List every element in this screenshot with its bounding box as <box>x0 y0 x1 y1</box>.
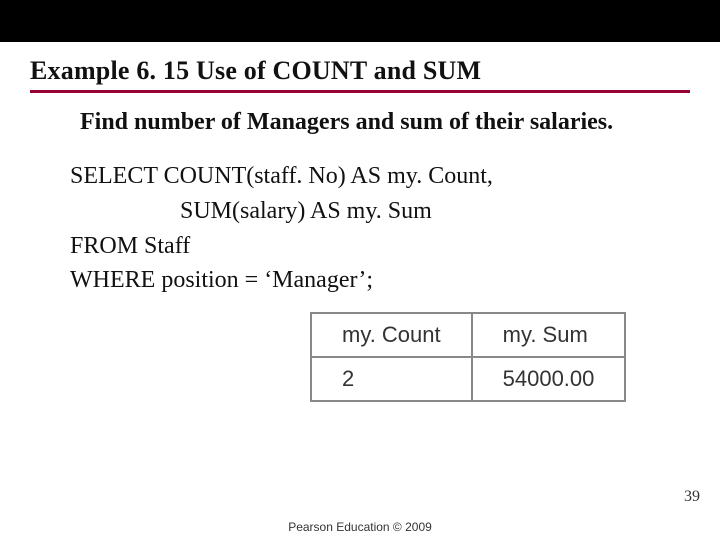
result-table: my. Count my. Sum 2 54000.00 <box>310 312 626 402</box>
sql-line-4: WHERE position = ‘Manager’; <box>70 263 720 298</box>
sql-query-block: SELECT COUNT(staff. No) AS my. Count, SU… <box>70 159 720 298</box>
page-number: 39 <box>684 488 700 506</box>
top-black-bar <box>0 0 720 42</box>
cell-count: 2 <box>311 357 472 401</box>
sql-line-1: SELECT COUNT(staff. No) AS my. Count, <box>70 159 720 194</box>
slide-heading: Example 6. 15 Use of COUNT and SUM <box>30 56 690 86</box>
table-row: 2 54000.00 <box>311 357 625 401</box>
footer-copyright: Pearson Education © 2009 <box>0 520 720 534</box>
col-header-sum: my. Sum <box>472 313 626 357</box>
table-header-row: my. Count my. Sum <box>311 313 625 357</box>
cell-sum: 54000.00 <box>472 357 626 401</box>
heading-wrap: Example 6. 15 Use of COUNT and SUM <box>0 42 720 86</box>
sql-line-3: FROM Staff <box>70 229 720 264</box>
heading-rule <box>30 90 690 93</box>
col-header-count: my. Count <box>311 313 472 357</box>
problem-statement: Find number of Managers and sum of their… <box>52 107 660 137</box>
sql-line-2: SUM(salary) AS my. Sum <box>70 194 720 229</box>
